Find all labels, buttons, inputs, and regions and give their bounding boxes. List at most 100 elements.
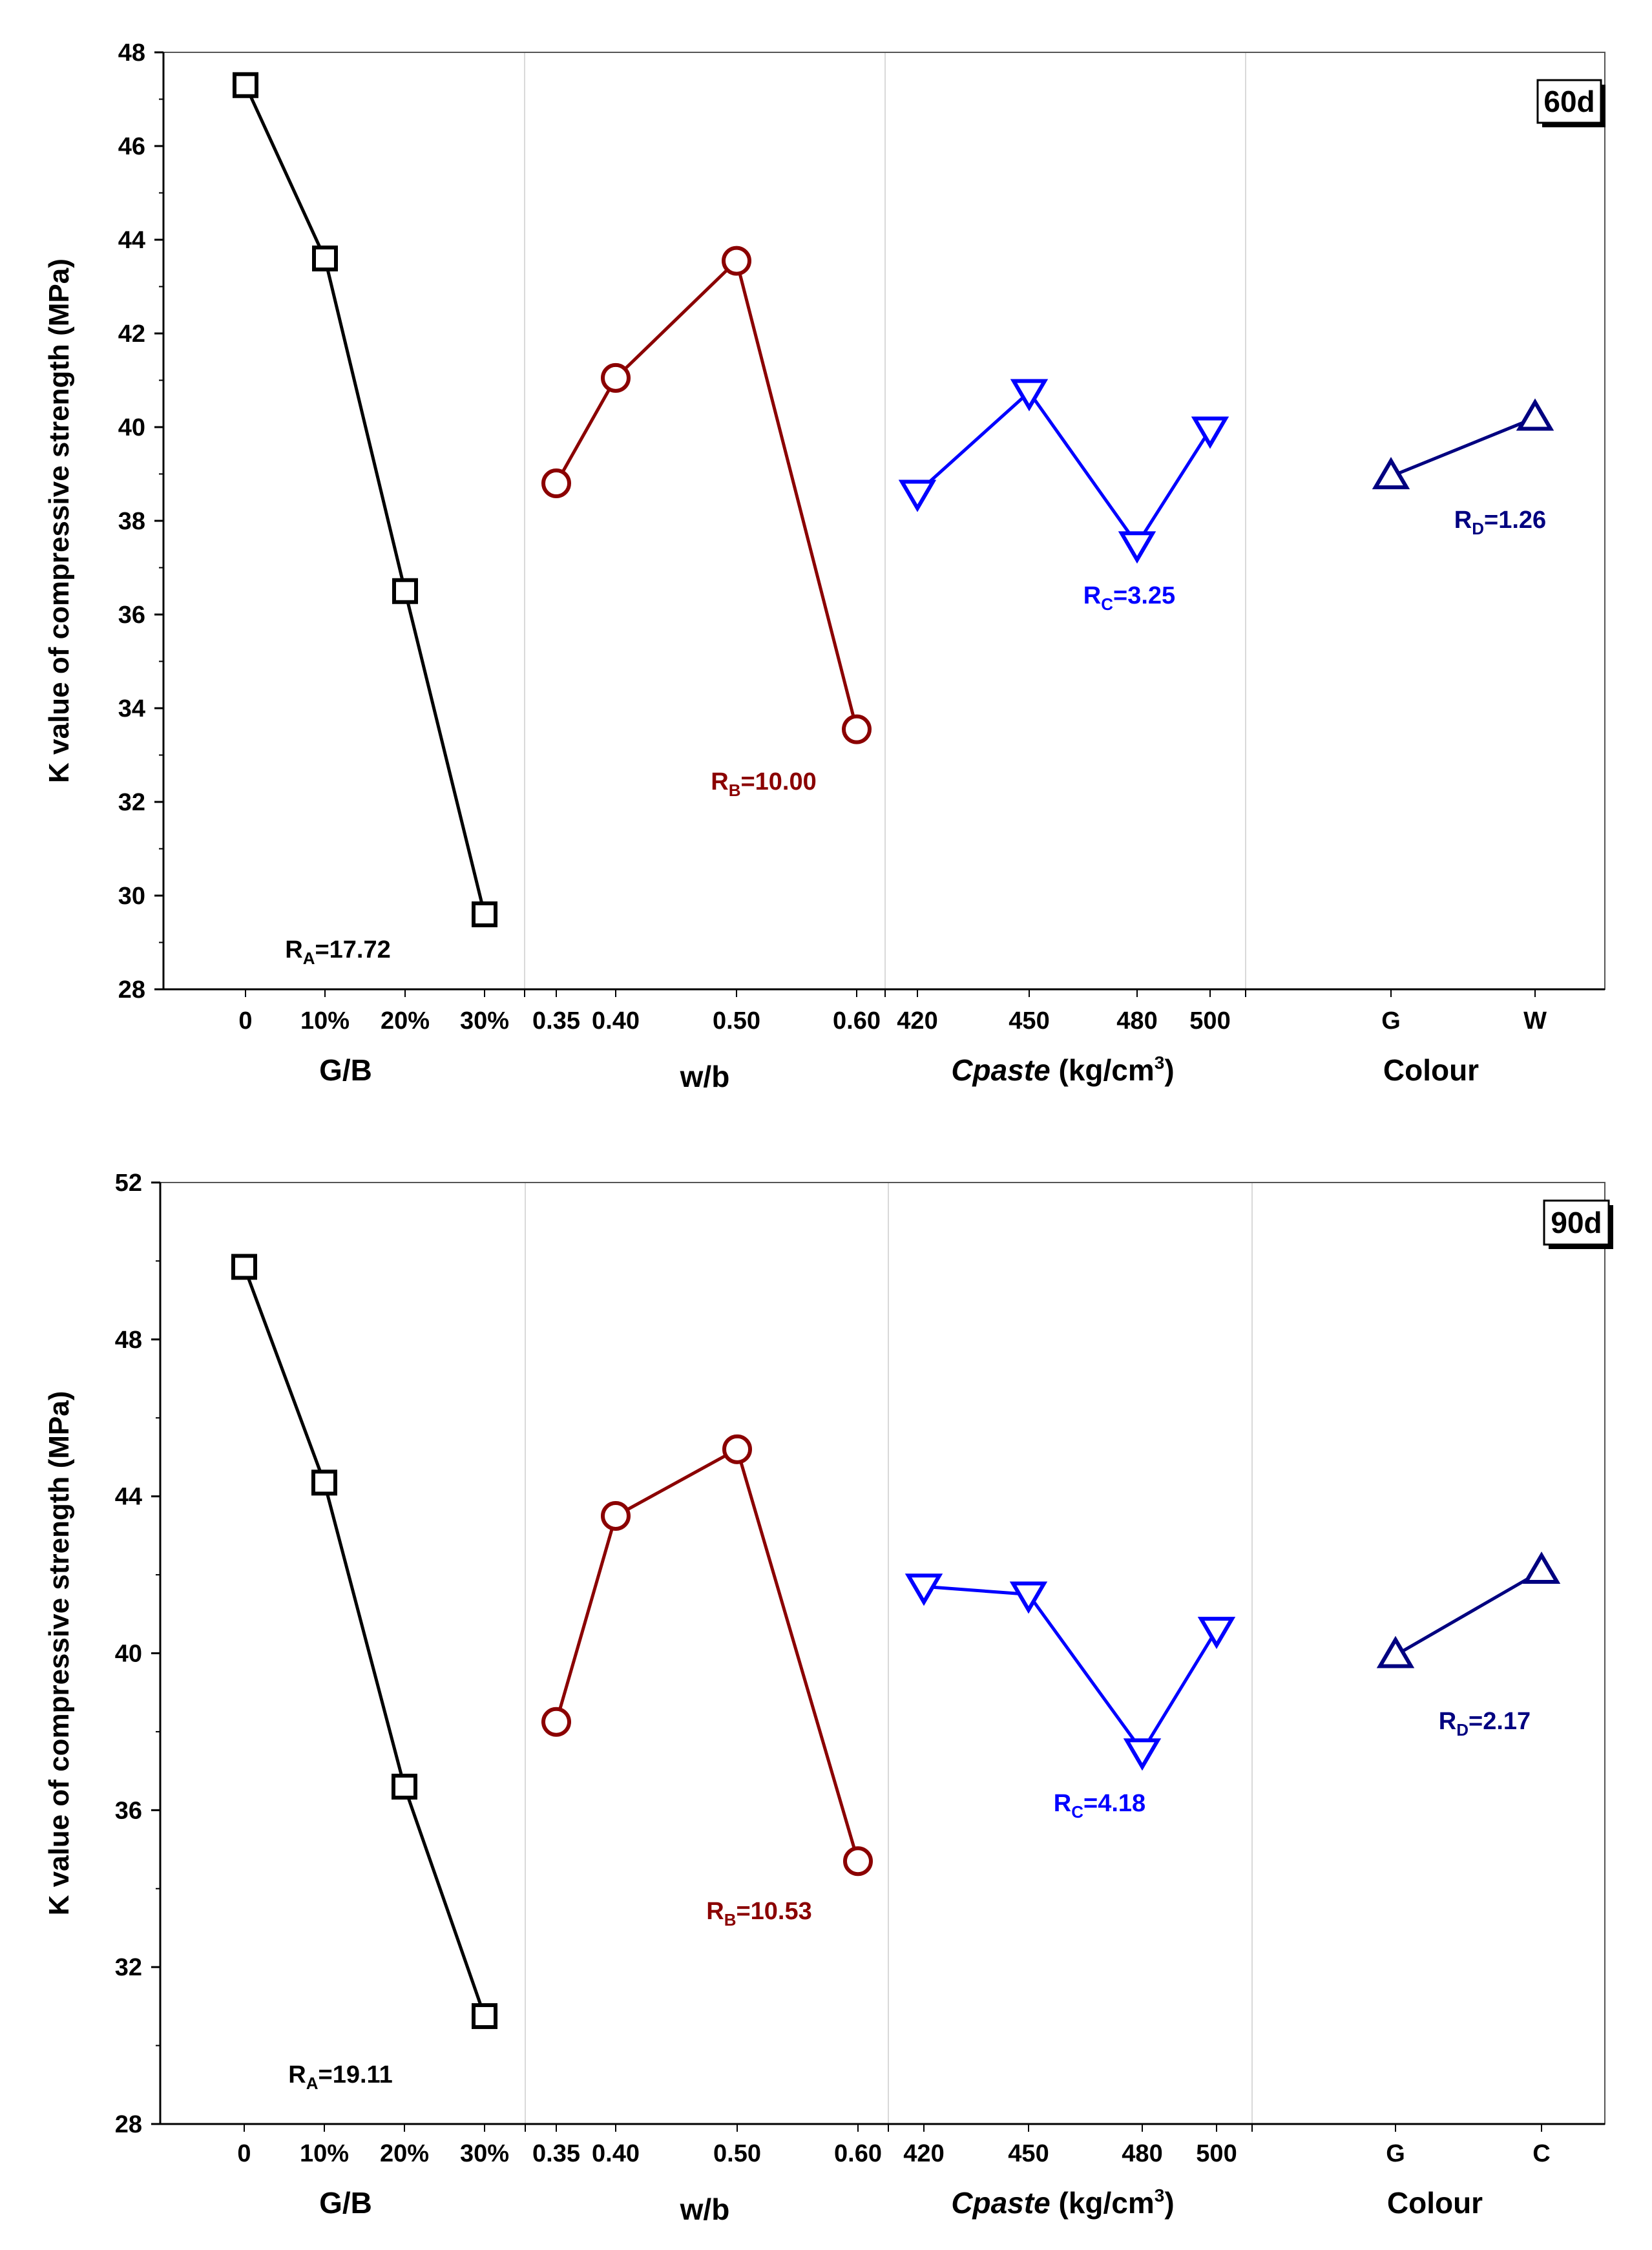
panel-tag-box: [1536, 79, 1602, 124]
x-tick-label: 420: [903, 2140, 944, 2167]
data-point: [842, 714, 872, 744]
series-line: [923, 1584, 1218, 1754]
data-point: [722, 246, 751, 276]
data-point: [601, 363, 631, 393]
y-tick-label: 48: [115, 1327, 142, 1354]
data-point: [392, 578, 418, 604]
y-tick-label: 52: [115, 1170, 142, 1197]
data-point: [472, 2003, 497, 2030]
panel-tag-box: [1543, 1199, 1610, 1246]
x-tick-label: 0.50: [713, 2140, 761, 2167]
panel-tag-label: 60d: [1543, 85, 1594, 118]
x-tick-label: C: [1532, 2140, 1550, 2167]
series-line: [554, 1447, 860, 1862]
x-tick-label: 0.60: [833, 1007, 881, 1035]
range-label: RD=1.26: [1454, 507, 1546, 538]
group-axis-label: Cpaste (kg/cm3): [951, 2185, 1174, 2220]
data-point: [1010, 379, 1049, 412]
panel-tag-label: 90d: [1551, 1206, 1602, 1239]
group-axis-label: G/B: [319, 2186, 372, 2220]
x-tick-label: 10%: [300, 1007, 350, 1035]
data-point: [472, 901, 497, 927]
series-gb: [233, 72, 497, 927]
series-line: [1394, 1569, 1543, 1657]
data-point: [541, 468, 571, 498]
data-point: [1009, 1581, 1048, 1614]
x-tick-label: 0.50: [713, 1007, 760, 1035]
y-tick-label: 40: [115, 1641, 142, 1668]
range-label: RA=17.72: [285, 936, 391, 968]
y-tick-label: 46: [118, 133, 145, 160]
data-point: [233, 72, 258, 98]
y-tick-label: 32: [115, 1954, 142, 1981]
x-tick-label: 0: [237, 2140, 251, 2167]
x-tick-label: 0.40: [592, 1007, 640, 1035]
group-axis-label: Colour: [1387, 2186, 1483, 2220]
data-point: [1197, 1617, 1236, 1650]
y-tick-label: 28: [115, 2111, 142, 2138]
y-tick-label: 44: [118, 227, 145, 254]
data-point: [541, 1707, 571, 1737]
data-point: [1516, 398, 1554, 431]
data-point: [1123, 1738, 1162, 1771]
x-tick-label: 30%: [460, 2140, 509, 2167]
y-tick-label: 40: [118, 414, 145, 441]
y-axis-title: K value of compressive strength (MPa): [43, 258, 75, 783]
x-tick-label: 500: [1189, 1007, 1230, 1035]
series-line: [916, 389, 1212, 547]
series-cpaste: [904, 1573, 1236, 1771]
x-tick-label: 480: [1116, 1007, 1157, 1035]
y-tick-label: 48: [118, 39, 145, 67]
range-label: RC=3.25: [1083, 582, 1175, 614]
x-tick-label: 450: [1009, 1007, 1049, 1035]
data-point: [1118, 531, 1156, 564]
x-tick-label: 0.40: [592, 2140, 640, 2167]
x-tick-label: W: [1523, 1007, 1547, 1035]
x-tick-label: 420: [897, 1007, 937, 1035]
y-tick-label: 36: [115, 1797, 142, 1824]
x-tick-label: 500: [1196, 2140, 1237, 2167]
series-gb: [231, 1254, 497, 2030]
chart-panel-60d: 28 30 32 34 36 38 40 42 44 46 48 K value of compres…: [43, 39, 1605, 1093]
range-label: RD=2.17: [1439, 1708, 1531, 1740]
series-line: [244, 84, 486, 915]
y-tick-label: 42: [118, 321, 145, 348]
x-tick-label: 30%: [460, 1007, 509, 1035]
y-tick-label: 36: [118, 602, 145, 629]
x-tick-label: 0.60: [834, 2140, 882, 2167]
y-tick-label: 30: [118, 883, 145, 910]
y-tick-label: 38: [118, 508, 145, 535]
data-point: [311, 1469, 337, 1496]
series-colour: [1376, 1551, 1561, 1668]
series-colour: [1372, 398, 1554, 490]
x-tick-label: 10%: [300, 2140, 349, 2167]
y-axis-title: K value of compressive strength (MPa): [43, 1391, 75, 1916]
data-point: [722, 1434, 752, 1464]
series-wb: [541, 1434, 873, 1877]
series-wb: [541, 246, 872, 744]
data-point: [898, 479, 937, 512]
data-point: [601, 1501, 631, 1531]
x-tick-label: 480: [1122, 2140, 1162, 2167]
x-tick-label: 0: [238, 1007, 252, 1035]
x-tick-label: 0.35: [532, 1007, 580, 1035]
series-line: [242, 1266, 486, 2017]
group-axis-label: G/B: [319, 1053, 372, 1087]
x-tick-label: 20%: [380, 2140, 429, 2167]
data-point: [843, 1846, 873, 1877]
data-point: [392, 1773, 417, 1800]
data-point: [1522, 1551, 1561, 1584]
range-label: RC=4.18: [1054, 1790, 1145, 1822]
series-cpaste: [898, 379, 1229, 564]
series-line: [554, 257, 859, 730]
series-line: [1390, 416, 1536, 478]
group-axis-label: w/b: [680, 2192, 730, 2226]
x-tick-label: G: [1381, 1007, 1401, 1035]
plot-frame: [163, 52, 1605, 990]
x-tick-label: 450: [1008, 2140, 1049, 2167]
y-tick-label: 44: [115, 1484, 142, 1511]
y-tick-label: 34: [118, 695, 145, 722]
group-axis-label: Cpaste (kg/cm3): [951, 1053, 1174, 1087]
data-point: [231, 1254, 257, 1280]
